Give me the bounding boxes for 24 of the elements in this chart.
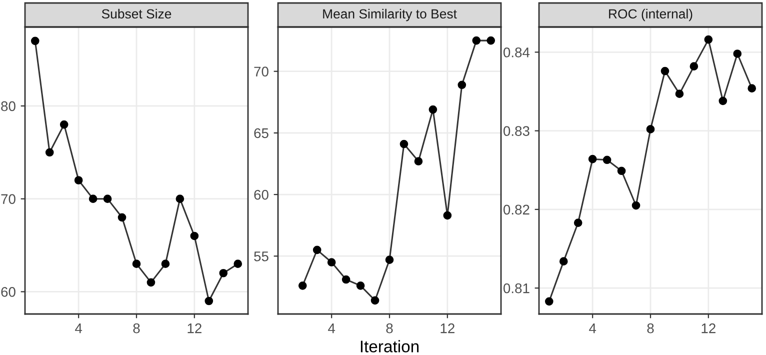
- x-tick-label: 12: [188, 323, 202, 334]
- y-tick-label: 0.81: [503, 283, 530, 294]
- x-tick-label: 8: [133, 323, 140, 334]
- y-tick-label: 0.83: [503, 126, 530, 136]
- x-tick-label: 4: [328, 324, 336, 334]
- x-tick-label: 8: [386, 323, 393, 334]
- y-tick-label: 55: [254, 252, 268, 262]
- x-tick-label: 4: [589, 324, 596, 334]
- y-tick-label: 70: [1, 194, 16, 204]
- y-tick-label: 60: [1, 287, 16, 297]
- chart-title: Mean Similarity to Best: [323, 8, 457, 22]
- x-tick-label: 8: [647, 323, 654, 334]
- y-tick-label: 80: [1, 101, 16, 112]
- x-tick-label: 4: [75, 324, 82, 334]
- y-tick-label: 0.82: [503, 204, 530, 215]
- y-tick-label: 65: [254, 128, 268, 138]
- chart-title: Subset Size: [102, 8, 172, 19]
- y-tick-label: 70: [254, 66, 268, 77]
- chart-title: ROC (internal): [609, 8, 692, 22]
- x-tick-label: 12: [702, 323, 716, 334]
- x-axis-title: Iteration: [360, 340, 419, 352]
- y-tick-label: 60: [254, 190, 268, 200]
- y-tick-label: 0.84: [503, 47, 530, 58]
- x-tick-label: 12: [440, 323, 454, 334]
